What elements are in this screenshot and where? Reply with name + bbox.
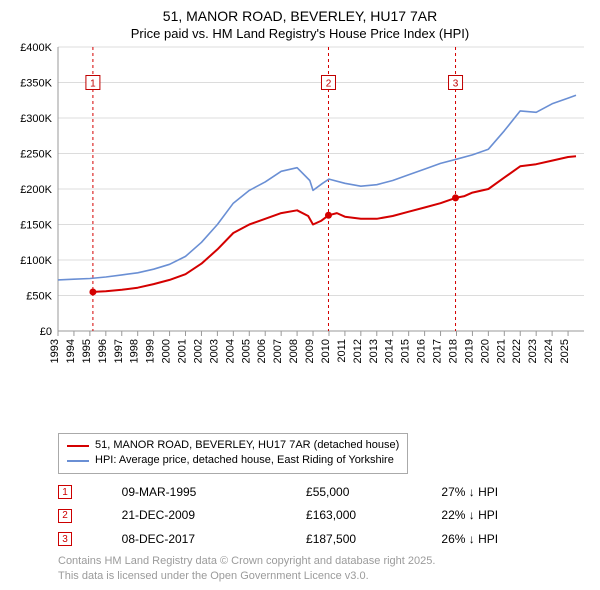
data-attribution: Contains HM Land Registry data © Crown c… bbox=[58, 554, 590, 584]
svg-text:1998: 1998 bbox=[129, 339, 141, 363]
svg-text:2008: 2008 bbox=[288, 339, 300, 363]
svg-text:1995: 1995 bbox=[81, 339, 93, 363]
svg-text:2011: 2011 bbox=[336, 339, 348, 363]
svg-text:£0: £0 bbox=[40, 326, 52, 338]
sale-marker-badge: 3 bbox=[58, 532, 72, 546]
sale-marker-badge: 2 bbox=[58, 509, 72, 523]
svg-text:2017: 2017 bbox=[432, 339, 444, 363]
svg-text:2000: 2000 bbox=[161, 339, 173, 363]
sale-date: 09-MAR-1995 bbox=[122, 480, 306, 504]
svg-text:£300K: £300K bbox=[20, 113, 52, 125]
svg-text:£50K: £50K bbox=[26, 291, 52, 303]
footer-line: Contains HM Land Registry data © Crown c… bbox=[58, 554, 590, 569]
svg-text:£150K: £150K bbox=[20, 220, 52, 232]
footer-line: This data is licensed under the Open Gov… bbox=[58, 569, 590, 584]
svg-text:2015: 2015 bbox=[400, 339, 412, 363]
legend-item-hpi: HPI: Average price, detached house, East… bbox=[67, 453, 399, 468]
svg-text:£100K: £100K bbox=[20, 255, 52, 267]
svg-text:2024: 2024 bbox=[543, 339, 555, 363]
svg-text:£350K: £350K bbox=[20, 78, 52, 90]
svg-text:£250K: £250K bbox=[20, 149, 52, 161]
sale-price: £163,000 bbox=[306, 503, 441, 527]
svg-text:2016: 2016 bbox=[416, 339, 428, 363]
svg-text:3: 3 bbox=[453, 79, 459, 90]
sale-delta: 27% ↓ HPI bbox=[441, 480, 590, 504]
sale-price: £55,000 bbox=[306, 480, 441, 504]
svg-text:2014: 2014 bbox=[384, 339, 396, 363]
svg-text:2009: 2009 bbox=[304, 339, 316, 363]
svg-text:1994: 1994 bbox=[65, 339, 77, 363]
sale-points-table: 1 09-MAR-1995£55,00027% ↓ HPI 2 21-DEC-2009… bbox=[58, 480, 590, 551]
legend-swatch bbox=[67, 445, 89, 447]
svg-text:2005: 2005 bbox=[240, 339, 252, 363]
sale-point-row: 1 09-MAR-1995£55,00027% ↓ HPI bbox=[58, 480, 590, 504]
svg-text:2002: 2002 bbox=[192, 339, 204, 363]
svg-text:2001: 2001 bbox=[177, 339, 189, 363]
legend-swatch bbox=[67, 460, 89, 462]
svg-text:2004: 2004 bbox=[224, 339, 236, 363]
sale-point-row: 3 08-DEC-2017£187,50026% ↓ HPI bbox=[58, 527, 590, 551]
sale-date: 08-DEC-2017 bbox=[122, 527, 306, 551]
svg-text:2012: 2012 bbox=[352, 339, 364, 363]
svg-text:1: 1 bbox=[90, 79, 96, 90]
legend-label: 51, MANOR ROAD, BEVERLEY, HU17 7AR (deta… bbox=[95, 438, 399, 453]
legend-item-price-paid: 51, MANOR ROAD, BEVERLEY, HU17 7AR (deta… bbox=[67, 438, 399, 453]
svg-text:£400K: £400K bbox=[20, 42, 52, 54]
svg-text:2010: 2010 bbox=[320, 339, 332, 363]
svg-text:1993: 1993 bbox=[49, 339, 61, 363]
svg-text:2: 2 bbox=[326, 79, 332, 90]
legend-label: HPI: Average price, detached house, East… bbox=[95, 453, 394, 468]
chart-title: 51, MANOR ROAD, BEVERLEY, HU17 7AR bbox=[10, 8, 590, 24]
svg-text:2007: 2007 bbox=[272, 339, 284, 363]
svg-text:2021: 2021 bbox=[495, 339, 507, 363]
svg-text:2020: 2020 bbox=[479, 339, 491, 363]
svg-text:2022: 2022 bbox=[511, 339, 523, 363]
price-chart: £0 £50K £100K £150K £200K £250K £300K £350K £400… bbox=[10, 41, 590, 371]
svg-text:1999: 1999 bbox=[145, 339, 157, 363]
svg-text:2019: 2019 bbox=[463, 339, 475, 363]
svg-text:1996: 1996 bbox=[97, 339, 109, 363]
sale-marker-badge: 1 bbox=[58, 485, 72, 499]
sale-date: 21-DEC-2009 bbox=[122, 503, 306, 527]
svg-text:£200K: £200K bbox=[20, 184, 52, 196]
legend: 51, MANOR ROAD, BEVERLEY, HU17 7AR (deta… bbox=[58, 433, 408, 474]
sale-delta: 26% ↓ HPI bbox=[441, 527, 590, 551]
svg-text:2013: 2013 bbox=[368, 339, 380, 363]
svg-text:2018: 2018 bbox=[447, 339, 459, 363]
sale-delta: 22% ↓ HPI bbox=[441, 503, 590, 527]
svg-text:1997: 1997 bbox=[113, 339, 125, 363]
chart-subtitle: Price paid vs. HM Land Registry's House … bbox=[10, 26, 590, 41]
svg-text:2025: 2025 bbox=[559, 339, 571, 363]
svg-text:2006: 2006 bbox=[256, 339, 268, 363]
svg-text:2023: 2023 bbox=[527, 339, 539, 363]
sale-point-row: 2 21-DEC-2009£163,00022% ↓ HPI bbox=[58, 503, 590, 527]
svg-text:2003: 2003 bbox=[208, 339, 220, 363]
sale-price: £187,500 bbox=[306, 527, 441, 551]
